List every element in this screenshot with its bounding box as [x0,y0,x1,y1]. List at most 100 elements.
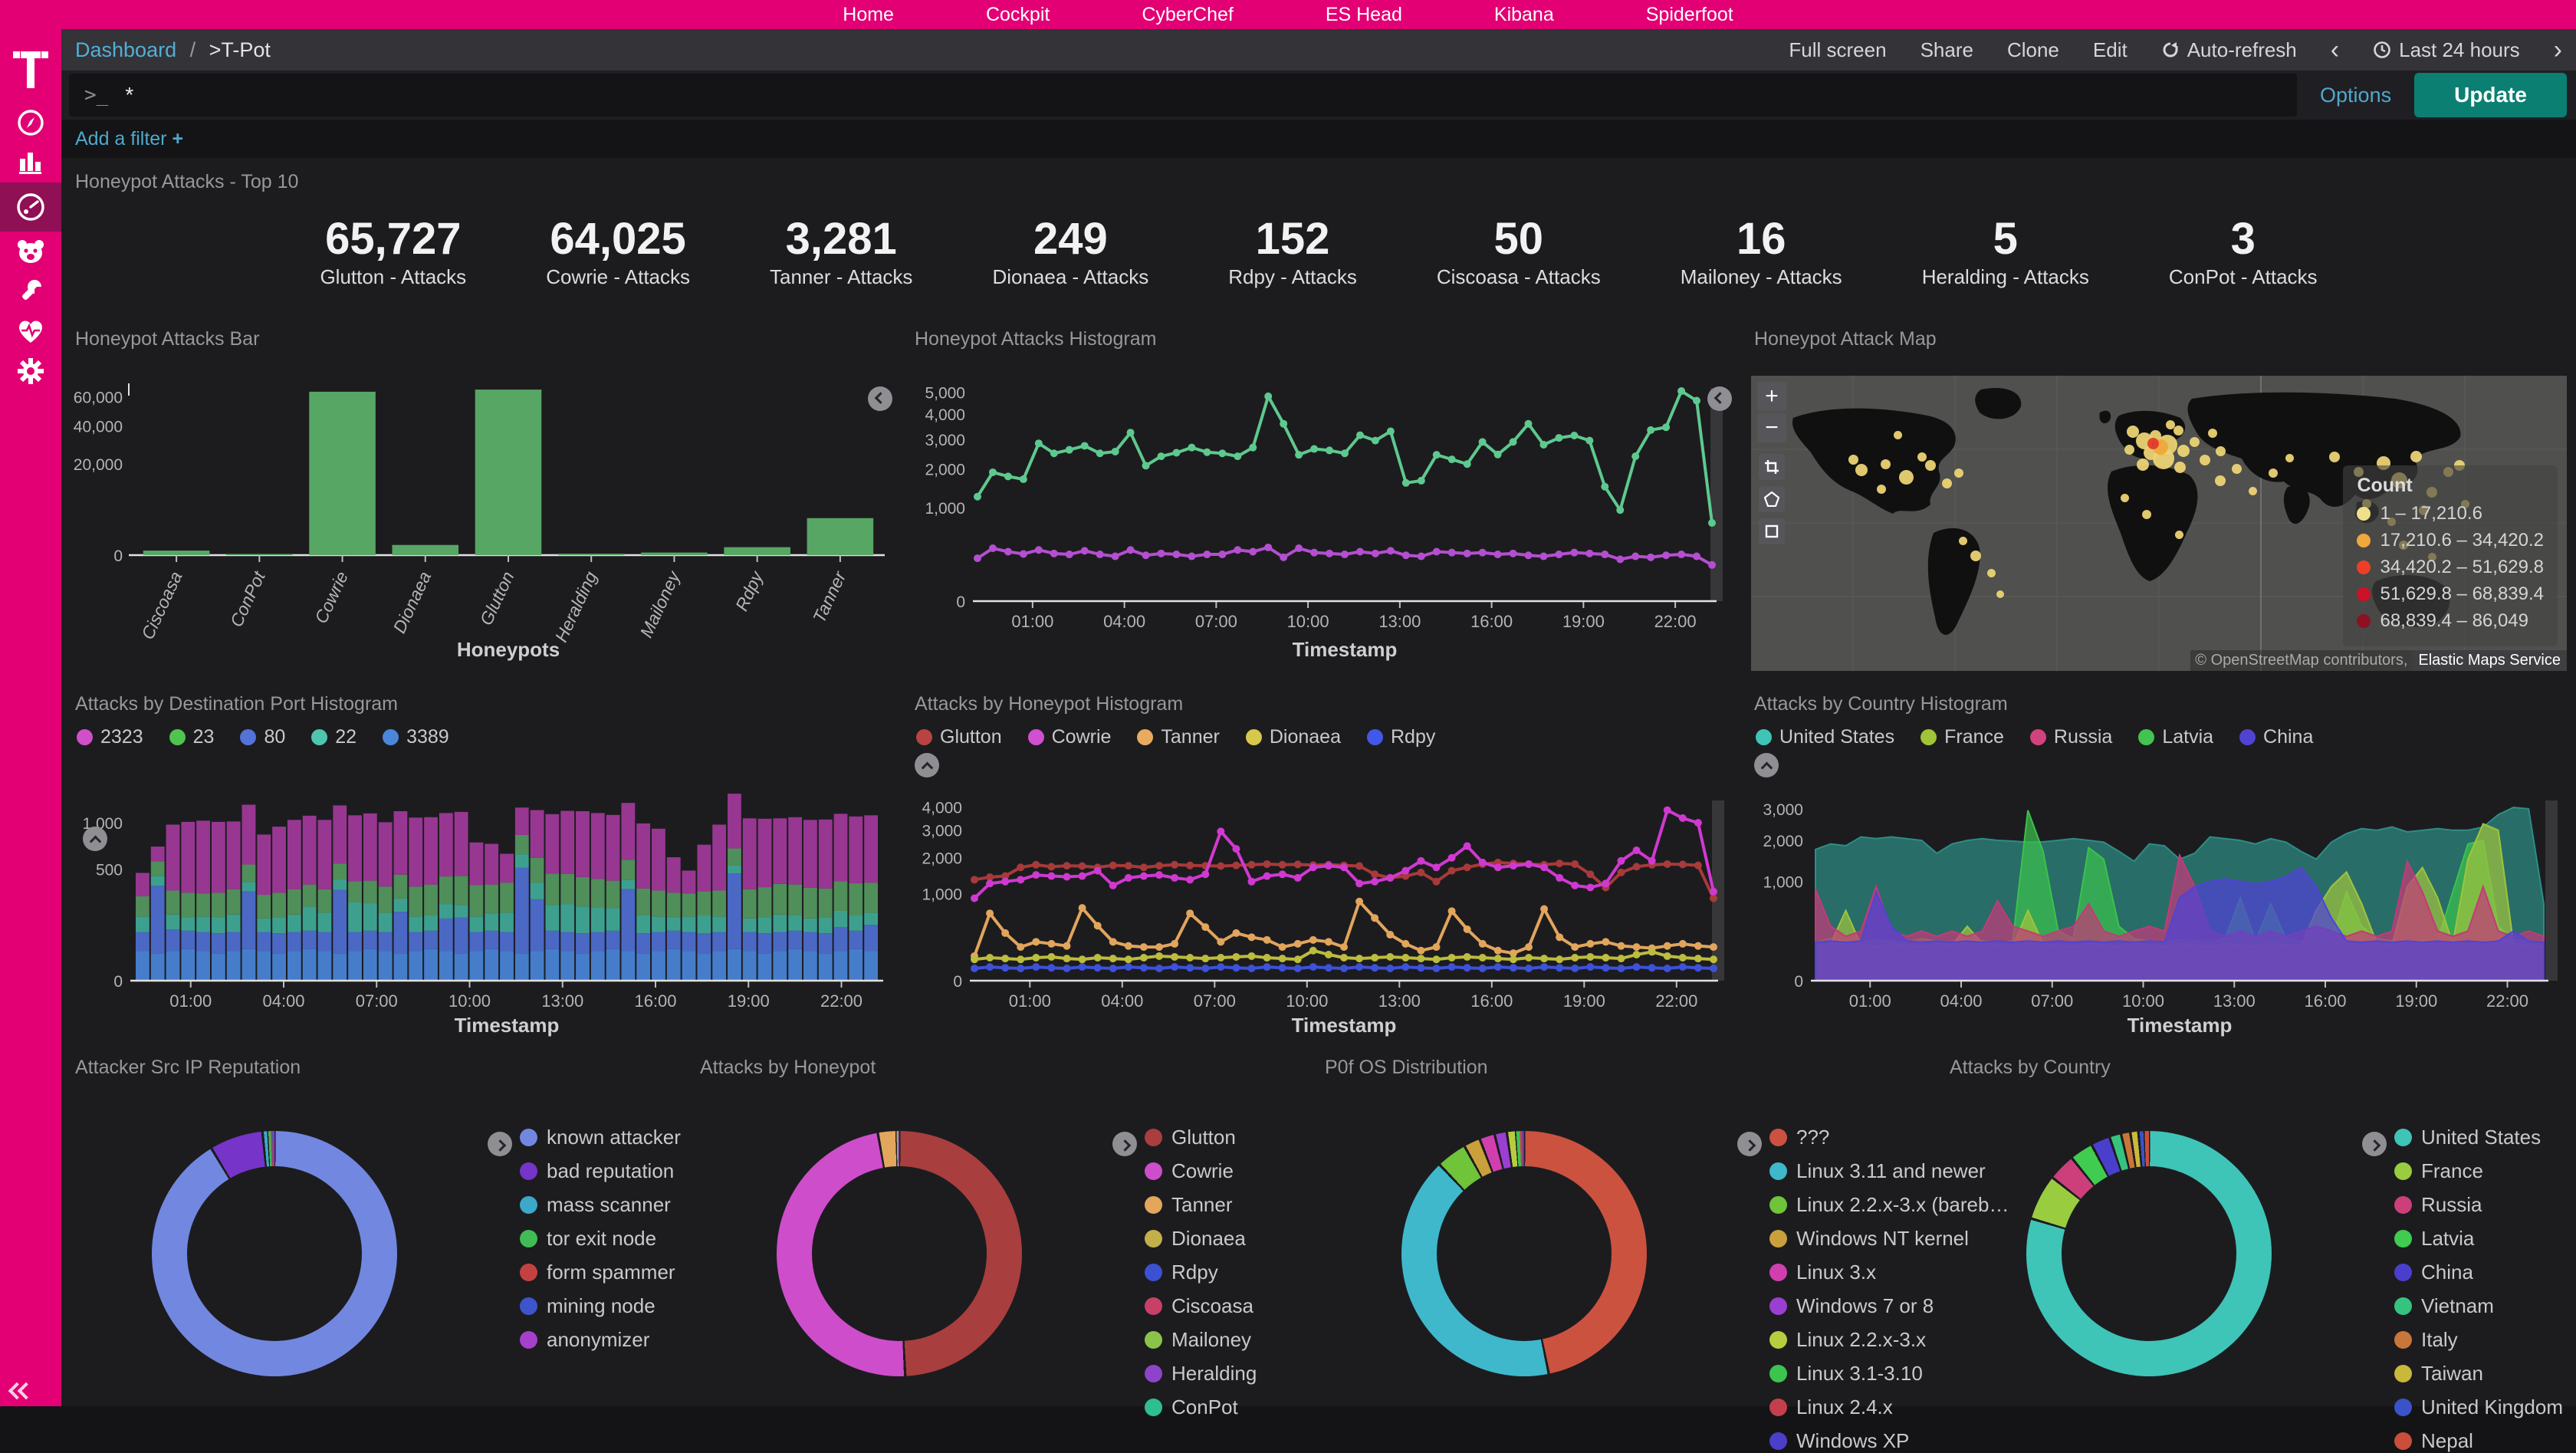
time-back-button[interactable]: ‹ [2330,35,2340,64]
legend-item-taiwan[interactable]: Taiwan [2394,1362,2563,1386]
sidebar-item-visualize[interactable] [0,143,61,182]
legend-item-linux-3-11-and-newer[interactable]: Linux 3.11 and newer [1769,1159,2009,1183]
menu-clone[interactable]: Clone [2006,38,2059,61]
legend-chevron-button[interactable] [2362,1132,2387,1156]
byhoneypot-histogram-chart[interactable]: 0 1,000 2,000 3,000 4,000 01:00 04:00 07:00 10:0… [907,785,1735,1038]
draw-rectangle-tool[interactable] [1759,454,1785,480]
honeypot-attacks-histogram-chart[interactable]: 0 1,000 2,000 3,000 4,000 5,000 01:00 04:00 07:0… [907,371,1735,678]
honeypot-donut-chart[interactable] [777,1131,1022,1376]
legend-item-linux-3-x[interactable]: Linux 3.x [1769,1261,2009,1284]
time-range-picker[interactable]: Last 24 hours [2373,38,2520,62]
nav-link-cyberchef[interactable]: CyberChef [1142,3,1234,25]
legend-item-mailoney[interactable]: Mailoney [1145,1328,1257,1352]
reputation-donut-chart[interactable] [152,1131,397,1376]
legend-collapse-button[interactable] [915,753,939,777]
legend-item-2323[interactable]: 2323 [77,726,143,748]
legend-item-mining-node[interactable]: mining node [520,1294,681,1318]
nav-link-spiderfoot[interactable]: Spiderfoot [1645,3,1733,25]
legend-item-linux-2-2-x-3-x-bareb-[interactable]: Linux 2.2.x-3.x (bareb… [1769,1193,2009,1217]
legend-expand-button[interactable] [868,386,892,411]
time-forward-button[interactable]: › [2553,35,2562,64]
legend-item-heralding[interactable]: Heralding [1145,1362,1257,1386]
sidebar-item-devtools[interactable] [0,271,61,311]
legend-item-china[interactable]: China [2394,1261,2563,1284]
legend-item-tor-exit-node[interactable]: tor exit node [520,1227,681,1251]
legend-item-conpot[interactable]: ConPot [1145,1395,1257,1419]
legend-item-cowrie[interactable]: Cowrie [1145,1159,1257,1183]
legend-item-latvia[interactable]: Latvia [2138,726,2213,748]
legend-item-dionaea[interactable]: Dionaea [1145,1227,1257,1251]
legend-item-italy[interactable]: Italy [2394,1328,2563,1352]
legend-collapse-button[interactable] [83,827,107,851]
zoom-in-button[interactable]: + [1757,382,1786,411]
legend-chevron-button[interactable] [488,1132,512,1156]
sidebar-item-monitoring[interactable] [0,311,61,351]
legend-item-russia[interactable]: Russia [2394,1193,2563,1217]
fit-bounds-tool[interactable] [1759,518,1785,544]
legend-item-23[interactable]: 23 [169,726,214,748]
search-input[interactable]: >_ * [69,74,2298,117]
legend-item-rdpy[interactable]: Rdpy [1145,1261,1257,1284]
legend-item-3389[interactable]: 3389 [383,726,449,748]
nav-link-es-head[interactable]: ES Head [1325,3,1402,25]
sidebar-collapse-button[interactable] [8,1382,35,1400]
legend-item-cowrie[interactable]: Cowrie [1027,726,1111,748]
legend-item-form-spammer[interactable]: form spammer [520,1261,681,1284]
legend-item-anonymizer[interactable]: anonymizer [520,1328,681,1352]
legend-item-22[interactable]: 22 [311,726,356,748]
legend-item-80[interactable]: 80 [240,726,285,748]
auto-refresh-button[interactable]: Auto-refresh [2161,38,2297,62]
os-donut-chart[interactable] [1401,1131,1647,1376]
legend-item-known-attacker[interactable]: known attacker [520,1126,681,1149]
honeypot-attacks-bar-chart[interactable]: 0 20,000 40,000 60,000 Ciscoasa ConPot Cowrie D… [67,371,895,678]
legend-item-china[interactable]: China [2239,726,2313,748]
legend-item-linux-2-2-x-3-x[interactable]: Linux 2.2.x-3.x [1769,1328,2009,1352]
legend-item-france[interactable]: France [1921,726,2004,748]
legend-item-dionaea[interactable]: Dionaea [1245,726,1341,748]
legend-item-windows-xp[interactable]: Windows XP [1769,1429,2009,1453]
bycountry-histogram-chart[interactable]: 0 1,000 2,000 3,000 01:00 04:00 07:00 10:00 13:0… [1746,785,2568,1038]
sidebar-item-dashboard[interactable] [0,182,61,232]
options-link[interactable]: Options [2320,83,2392,107]
nav-link-cockpit[interactable]: Cockpit [985,3,1050,25]
legend-item-bad-reputation[interactable]: bad reputation [520,1159,681,1183]
nav-link-kibana[interactable]: Kibana [1493,3,1554,25]
legend-item-united-states[interactable]: United States [2394,1126,2563,1149]
legend-item-ciscoasa[interactable]: Ciscoasa [1145,1294,1257,1318]
breadcrumb-dashboard-link[interactable]: Dashboard [75,38,177,61]
menu-full-screen[interactable]: Full screen [1789,38,1887,61]
country-donut-chart[interactable] [2026,1131,2272,1376]
legend-item-tanner[interactable]: Tanner [1145,1193,1257,1217]
legend-item-france[interactable]: France [2394,1159,2563,1183]
legend-item-linux-3-1-3-10[interactable]: Linux 3.1-3.10 [1769,1362,2009,1386]
legend-item--[interactable]: ??? [1769,1126,2009,1149]
legend-item-glutton[interactable]: Glutton [1145,1126,1257,1149]
legend-item-russia[interactable]: Russia [2029,726,2112,748]
legend-item-mass-scanner[interactable]: mass scanner [520,1193,681,1217]
legend-expand-button[interactable] [1707,386,1732,411]
nav-link-home[interactable]: Home [843,3,894,25]
legend-item-united-states[interactable]: United States [1756,726,1894,748]
update-button[interactable]: Update [2414,73,2567,117]
legend-chevron-button[interactable] [1737,1132,1762,1156]
legend-chevron-button[interactable] [1112,1132,1137,1156]
sidebar-item-discover[interactable] [0,103,61,143]
legend-item-tanner[interactable]: Tanner [1137,726,1220,748]
menu-share[interactable]: Share [1920,38,1973,61]
menu-edit[interactable]: Edit [2092,38,2128,61]
world-map[interactable]: + − Count 1 – 17,210.6 17,210.6 – 34,420.… [1751,376,2567,671]
legend-item-glutton[interactable]: Glutton [916,726,1002,748]
add-filter-link[interactable]: Add a filter + [75,127,184,150]
legend-item-nepal[interactable]: Nepal [2394,1429,2563,1453]
sidebar-item-timelion[interactable] [0,232,61,271]
legend-item-rdpy[interactable]: Rdpy [1367,726,1435,748]
draw-polygon-tool[interactable] [1759,486,1785,512]
sidebar-item-management[interactable] [0,351,61,391]
legend-item-united-kingdom[interactable]: United Kingdom [2394,1395,2563,1419]
legend-item-latvia[interactable]: Latvia [2394,1227,2563,1251]
legend-item-windows-nt-kernel[interactable]: Windows NT kernel [1769,1227,2009,1251]
legend-collapse-button[interactable] [1754,753,1779,777]
legend-item-windows-7-or-8[interactable]: Windows 7 or 8 [1769,1294,2009,1318]
legend-item-vietnam[interactable]: Vietnam [2394,1294,2563,1318]
